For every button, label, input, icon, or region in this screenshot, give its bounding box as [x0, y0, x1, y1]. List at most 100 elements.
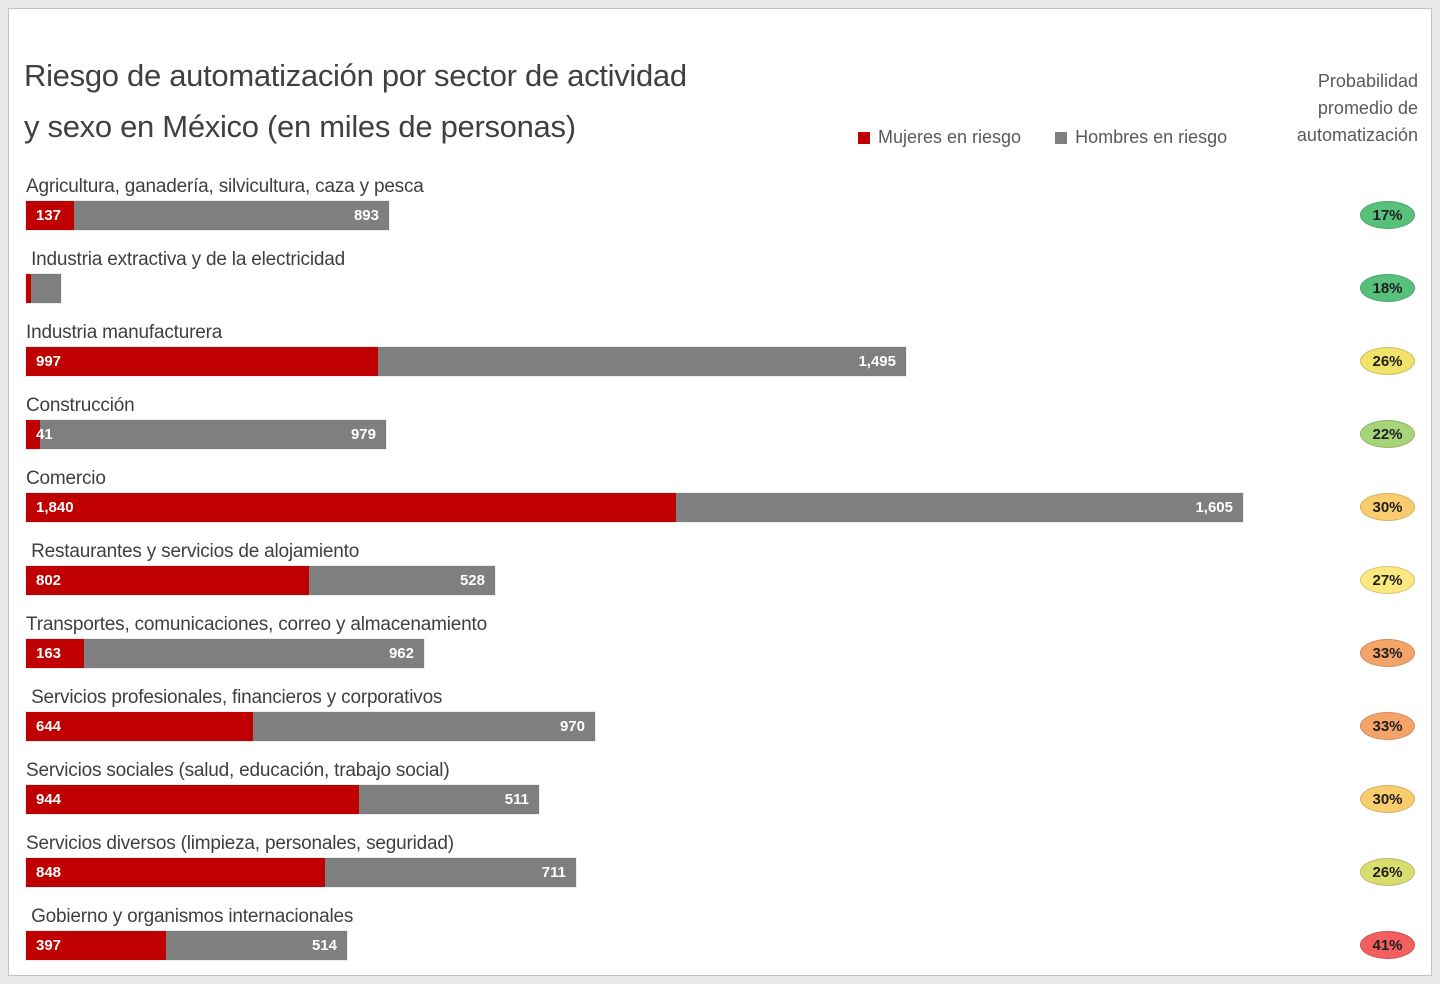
hombres-value-label: 1,495 — [858, 353, 896, 370]
hombres-value-label: 1,605 — [1195, 499, 1233, 516]
stacked-bar: 528 802 — [26, 566, 495, 595]
probability-badge: 26% — [1360, 858, 1415, 886]
probability-badge: 30% — [1360, 493, 1415, 521]
hombres-value-label: 962 — [388, 645, 414, 662]
hombres-bar-segment — [31, 274, 61, 303]
stacked-bar: 979 41 — [26, 420, 386, 449]
probability-header-line2: promedio de — [1317, 98, 1418, 118]
sector-row: Agricultura, ganadería, silvicultura, ca… — [0, 175, 1440, 248]
category-label: Restaurantes y servicios de alojamiento — [26, 541, 360, 562]
stacked-bar: 1,495 997 — [26, 347, 906, 376]
hombres-bar-segment: 1,605 — [676, 493, 1243, 522]
mujeres-bar-segment — [26, 858, 325, 887]
mujeres-bar-segment — [26, 274, 31, 303]
legend-item-mujeres: Mujeres en riesgo — [858, 127, 1021, 148]
stacked-bar: 511 944 — [26, 785, 539, 814]
probability-badge: 17% — [1360, 201, 1415, 229]
sector-row: Gobierno y organismos internacionales 51… — [0, 905, 1440, 978]
mujeres-value-label: 397 — [36, 937, 62, 954]
mujeres-bar-segment — [26, 347, 378, 376]
mujeres-bar-segment — [26, 201, 74, 230]
sector-row: Servicios sociales (salud, educación, tr… — [0, 759, 1440, 832]
stacked-bar: 514 397 — [26, 931, 347, 960]
mujeres-bar-segment — [26, 493, 676, 522]
mujeres-bar-segment — [26, 785, 359, 814]
stacked-bar: 711 848 — [26, 858, 576, 887]
probability-badge: 27% — [1360, 566, 1415, 594]
probability-badge: 30% — [1360, 785, 1415, 813]
stacked-bar: 962 163 — [26, 639, 424, 668]
sector-row: Servicios profesionales, financieros y c… — [0, 686, 1440, 759]
category-label: Transportes, comunicaciones, correo y al… — [26, 614, 487, 635]
category-label: Comercio — [26, 468, 106, 489]
category-label: Servicios profesionales, financieros y c… — [26, 687, 443, 708]
probability-badge: 26% — [1360, 347, 1415, 375]
hombres-swatch-icon — [1055, 131, 1068, 144]
category-label: Industria extractiva y de la electricida… — [26, 249, 345, 270]
chart-title-line1: Riesgo de automatización por sector de a… — [24, 58, 687, 93]
mujeres-bar-segment — [26, 420, 40, 449]
stacked-bar: 893 137 — [26, 201, 389, 230]
hombres-bar-segment: 528 — [309, 566, 495, 595]
mujeres-bar-segment — [26, 712, 253, 741]
mujeres-value-label: 848 — [36, 864, 62, 881]
sector-row: Comercio 1,605 1,840 30% — [0, 467, 1440, 540]
sector-row: Industria manufacturera 1,495 997 26% — [0, 321, 1440, 394]
hombres-bar-segment: 962 — [84, 639, 424, 668]
mujeres-bar-segment — [26, 566, 309, 595]
legend-label-hombres: Hombres en riesgo — [1075, 127, 1228, 147]
hombres-value-label: 514 — [311, 937, 337, 954]
hombres-value-label: 528 — [459, 572, 485, 589]
hombres-value-label: 711 — [541, 864, 566, 881]
sector-row: Transportes, comunicaciones, correo y al… — [0, 613, 1440, 686]
mujeres-value-label: 1,840 — [36, 499, 74, 516]
chart-title: Riesgo de automatización por sector de a… — [24, 50, 687, 152]
stacked-bar: 970 644 — [26, 712, 595, 741]
mujeres-bar-segment — [26, 639, 84, 668]
probability-badge: 41% — [1360, 931, 1415, 959]
category-label: Gobierno y organismos internacionales — [26, 906, 354, 927]
category-label: Agricultura, ganadería, silvicultura, ca… — [26, 176, 424, 197]
stacked-bar — [26, 274, 61, 303]
category-label: Servicios diversos (limpieza, personales… — [26, 833, 454, 854]
stacked-bar: 1,605 1,840 — [26, 493, 1243, 522]
category-label: Construcción — [26, 395, 135, 416]
hombres-bar-segment: 511 — [359, 785, 539, 814]
legend: Mujeres en riesgo Hombres en riesgo — [858, 127, 1227, 148]
hombres-value-label: 511 — [504, 791, 529, 808]
probability-badge: 33% — [1360, 712, 1415, 740]
mujeres-value-label: 137 — [36, 207, 62, 224]
chart-title-line2: y sexo en México (en miles de personas) — [24, 109, 576, 144]
mujeres-swatch-icon — [858, 131, 870, 144]
mujeres-value-label: 41 — [36, 426, 53, 443]
hombres-bar-segment: 711 — [325, 858, 576, 887]
probability-badge: 22% — [1360, 420, 1415, 448]
hombres-value-label: 979 — [350, 426, 376, 443]
mujeres-value-label: 944 — [36, 791, 62, 808]
mujeres-value-label: 163 — [36, 645, 62, 662]
hombres-value-label: 970 — [559, 718, 585, 735]
legend-item-hombres: Hombres en riesgo — [1055, 127, 1227, 148]
hombres-bar-segment: 970 — [253, 712, 595, 741]
sector-row: Servicios diversos (limpieza, personales… — [0, 832, 1440, 905]
category-label: Servicios sociales (salud, educación, tr… — [26, 760, 450, 781]
legend-label-mujeres: Mujeres en riesgo — [878, 127, 1022, 147]
sector-row: Restaurantes y servicios de alojamiento … — [0, 540, 1440, 613]
category-label: Industria manufacturera — [26, 322, 223, 343]
mujeres-value-label: 802 — [36, 572, 62, 589]
probability-badge: 33% — [1360, 639, 1415, 667]
probability-header: Probabilidad promedio de automatización — [1297, 68, 1418, 149]
hombres-bar-segment: 893 — [74, 201, 389, 230]
probability-badge: 18% — [1360, 274, 1415, 302]
hombres-bar-segment: 979 — [40, 420, 386, 449]
hombres-value-label: 893 — [353, 207, 379, 224]
hombres-bar-segment: 514 — [166, 931, 347, 960]
mujeres-value-label: 997 — [36, 353, 62, 370]
mujeres-bar-segment — [26, 931, 166, 960]
sector-row: Construcción 979 41 22% — [0, 394, 1440, 467]
mujeres-value-label: 644 — [36, 718, 62, 735]
chart-panel — [8, 8, 1432, 976]
probability-header-line3: automatización — [1296, 125, 1418, 145]
probability-header-line1: Probabilidad — [1317, 71, 1418, 91]
